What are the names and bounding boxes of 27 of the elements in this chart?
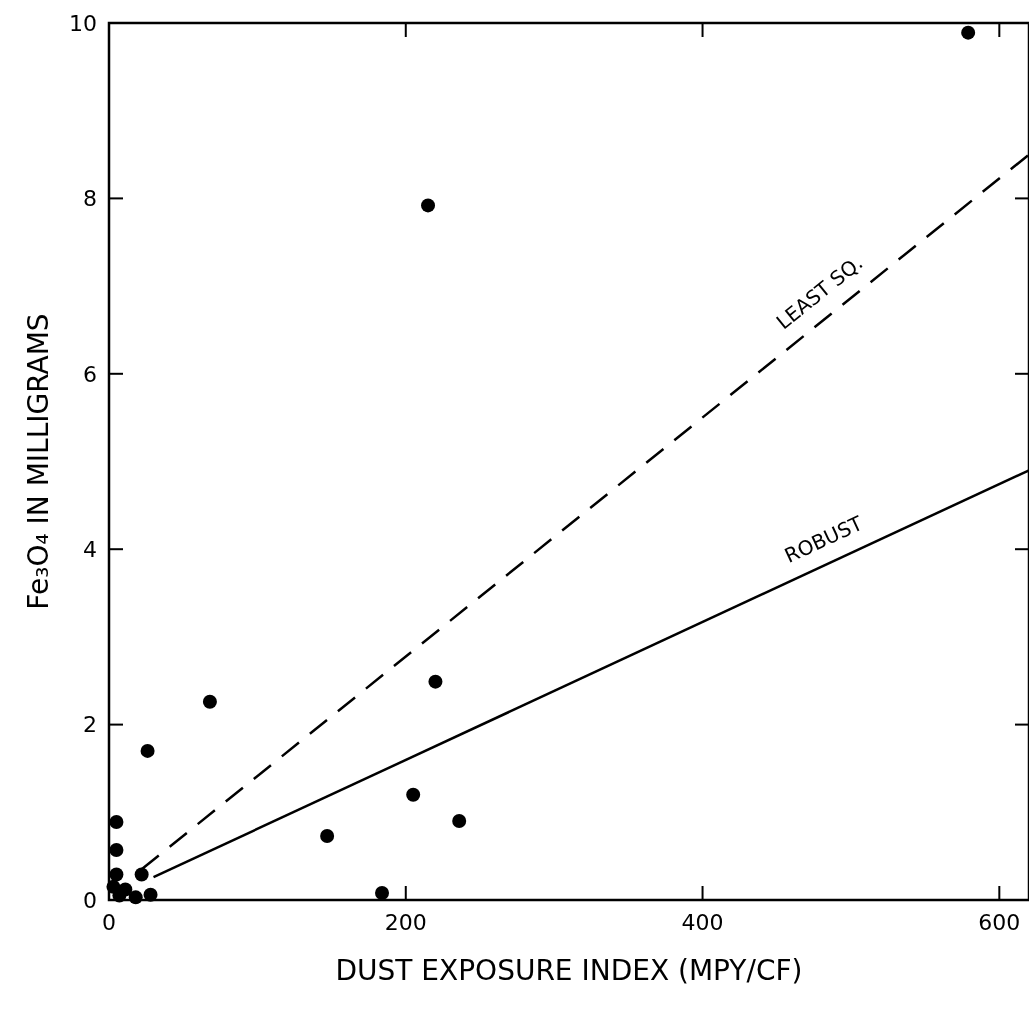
y-tick-label: 10 xyxy=(69,10,97,36)
point xyxy=(109,814,124,829)
x-tick-label: 400 xyxy=(681,910,724,935)
point xyxy=(140,743,155,758)
point xyxy=(143,887,158,902)
point xyxy=(109,867,124,882)
y-axis-title: Fe₃O₄ IN MILLIGRAMS xyxy=(22,313,55,610)
point xyxy=(375,885,390,900)
point xyxy=(109,843,124,858)
x-tick-label: 600 xyxy=(978,910,1021,935)
point xyxy=(428,674,443,689)
point xyxy=(320,828,335,843)
point xyxy=(421,198,436,213)
y-tick-label: 8 xyxy=(83,186,97,212)
x-tick-label: 0 xyxy=(102,910,116,935)
point xyxy=(202,694,217,709)
point xyxy=(134,867,149,882)
y-tick-label: 0 xyxy=(83,887,97,913)
x-axis-title: DUST EXPOSURE INDEX (MPY/CF) xyxy=(335,954,803,987)
x-tick-label: 200 xyxy=(384,910,427,935)
point xyxy=(128,890,143,905)
y-tick-label: 6 xyxy=(83,361,97,387)
point xyxy=(452,814,467,829)
y-tick-label: 4 xyxy=(83,536,97,562)
y-tick-label: 2 xyxy=(83,712,97,738)
point xyxy=(961,25,976,40)
point xyxy=(406,787,421,802)
